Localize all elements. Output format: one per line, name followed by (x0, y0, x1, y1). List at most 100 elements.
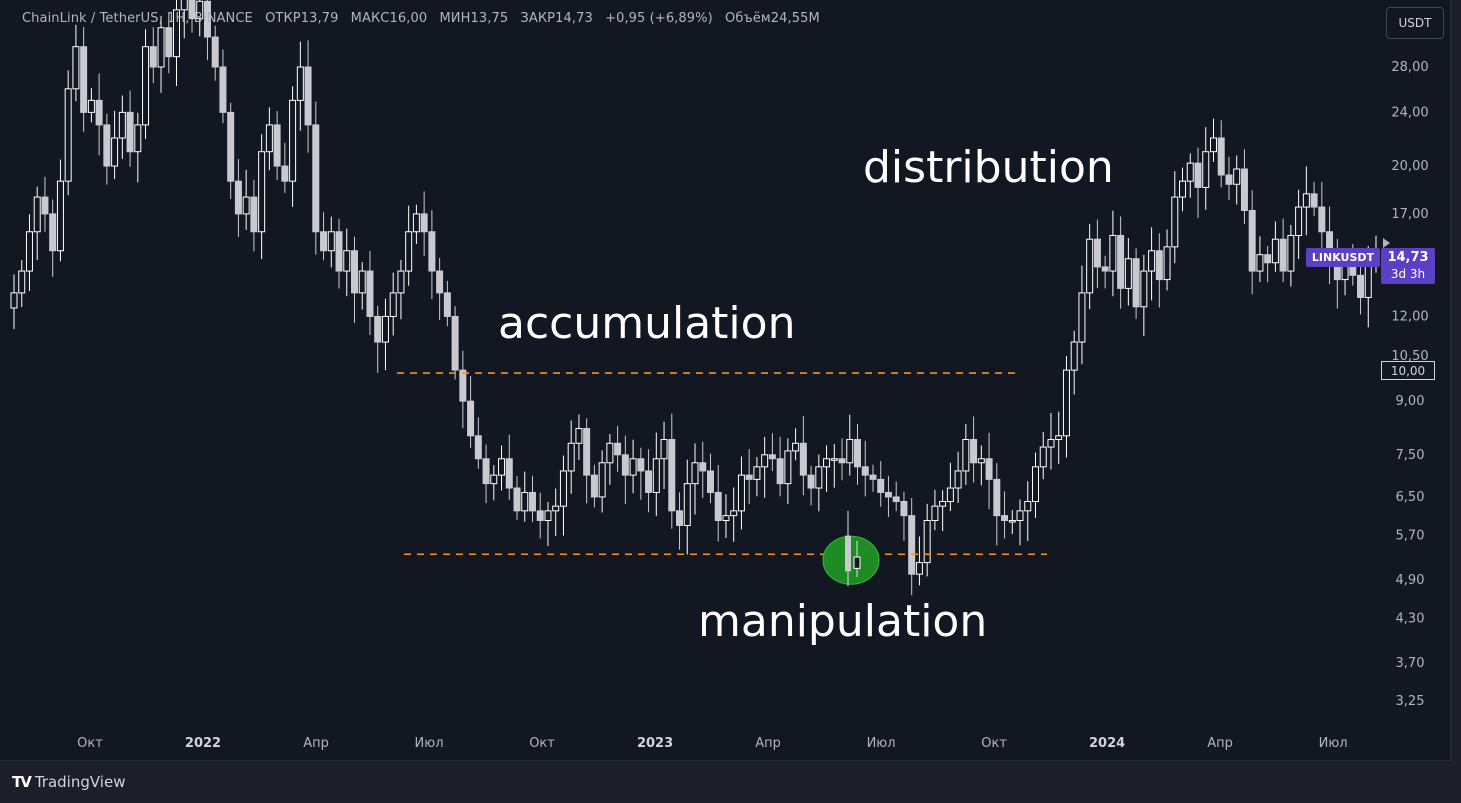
candle-body (219, 66, 227, 113)
candle-body (745, 474, 753, 480)
candle-body (265, 124, 273, 153)
candle-body (815, 466, 823, 489)
symbol-price-tag: LINKUSDT (1306, 248, 1380, 267)
price-tick-label: 17,00 (1391, 207, 1428, 222)
candle-body (846, 439, 854, 464)
candle-body (753, 466, 761, 480)
candle-body (1055, 435, 1063, 441)
candle-body (412, 213, 420, 233)
candle-body (142, 46, 150, 126)
price-tick-label: 7,50 (1396, 448, 1425, 463)
candle-body (1124, 258, 1132, 289)
candle-body (621, 454, 629, 476)
candle-body (482, 458, 490, 485)
candle-body (1171, 196, 1179, 248)
candle-body (180, 0, 188, 11)
candle-body (730, 510, 738, 517)
candle-body (1295, 206, 1303, 236)
candle-body (521, 491, 529, 512)
candle-body (459, 369, 467, 402)
candle-body (1287, 234, 1295, 272)
candle-body (528, 491, 536, 512)
candle-body (1264, 254, 1272, 264)
candle-body (567, 442, 575, 472)
candle-body (691, 462, 699, 485)
candle-body (900, 501, 908, 517)
candle-body (405, 231, 413, 272)
price-tick-label: 12,00 (1391, 309, 1428, 324)
symbol-title[interactable]: ChainLink / TetherUS, 1H, BINANCE (22, 11, 253, 26)
annotation-distribution: distribution (863, 142, 1114, 193)
candle-body (320, 231, 328, 252)
candle-body (149, 46, 157, 68)
manipulation-highlight (822, 510, 880, 587)
candle-body (923, 520, 931, 564)
candle-body (227, 111, 235, 182)
low-value: МИН13,75 (439, 11, 509, 26)
candle-body (1256, 254, 1264, 272)
candle-body (583, 428, 591, 476)
time-tick-label: Июл (1319, 736, 1348, 751)
candle-body (389, 292, 397, 317)
candle-body (884, 491, 892, 498)
candle-body (1070, 341, 1078, 371)
candle-body (95, 99, 103, 126)
candle-body (474, 435, 482, 460)
chart-area[interactable]: 28,00 24,00 20,00 17,00 12,00 10,50 9,00 7,50 6,… (0, 0, 1451, 761)
candle-body (645, 470, 653, 493)
candle-body (598, 462, 606, 498)
candle-body (722, 515, 730, 522)
candle-body (211, 36, 219, 68)
time-tick-label: Апр (755, 736, 781, 751)
candle-body (335, 231, 343, 272)
time-tick-label: Окт (77, 736, 103, 751)
candle-body (660, 439, 668, 460)
candle-body (1109, 234, 1117, 272)
last-price-arrow-icon (1383, 238, 1390, 248)
candle-body (629, 458, 637, 476)
candle-body (970, 439, 978, 464)
candle-body (351, 250, 358, 294)
candle-body (1248, 209, 1256, 272)
candle-body (652, 458, 660, 493)
candle-body (420, 213, 428, 233)
price-tick-label: 3,25 (1396, 694, 1425, 709)
candle-body (451, 315, 459, 371)
candle-body (845, 535, 851, 572)
time-tick-label: Окт (529, 736, 555, 751)
candle-body (490, 474, 498, 485)
candle-body (196, 0, 204, 20)
candle-body (590, 474, 598, 498)
candle-body (559, 470, 567, 507)
candle-body (908, 515, 916, 575)
price-tick-label: 4,30 (1396, 612, 1425, 627)
candle-body (64, 88, 72, 182)
candle-body (1024, 501, 1032, 512)
candle-body (343, 250, 351, 272)
candle-body (443, 292, 451, 317)
candle-body (242, 196, 250, 215)
candle-body (281, 165, 289, 182)
candle-body (1101, 266, 1109, 272)
price-tick-label: 20,00 (1391, 159, 1428, 174)
tradingview-logo[interactable]: TV TradingView (12, 771, 125, 793)
price-marker-label: 10,00 (1381, 361, 1435, 380)
current-price: 14,73 (1387, 250, 1429, 265)
currency-button[interactable]: USDT (1386, 7, 1444, 39)
candle-body (768, 454, 776, 460)
time-tick-label: Окт (981, 736, 1007, 751)
candle-body (807, 474, 815, 489)
candle-body (1179, 180, 1187, 198)
time-tick-label: 2024 (1089, 736, 1125, 751)
candle-body (358, 270, 366, 294)
annotation-accumulation: accumulation (498, 298, 796, 349)
candle-body (993, 478, 1001, 517)
candle-body (165, 27, 173, 58)
candle-body (1194, 162, 1202, 188)
tradingview-logo-icon: TV (12, 773, 32, 791)
candle-body (977, 458, 985, 464)
candle-body (792, 442, 800, 452)
candle-body (25, 231, 33, 272)
candle-body (606, 442, 614, 464)
candle-body (258, 151, 266, 233)
